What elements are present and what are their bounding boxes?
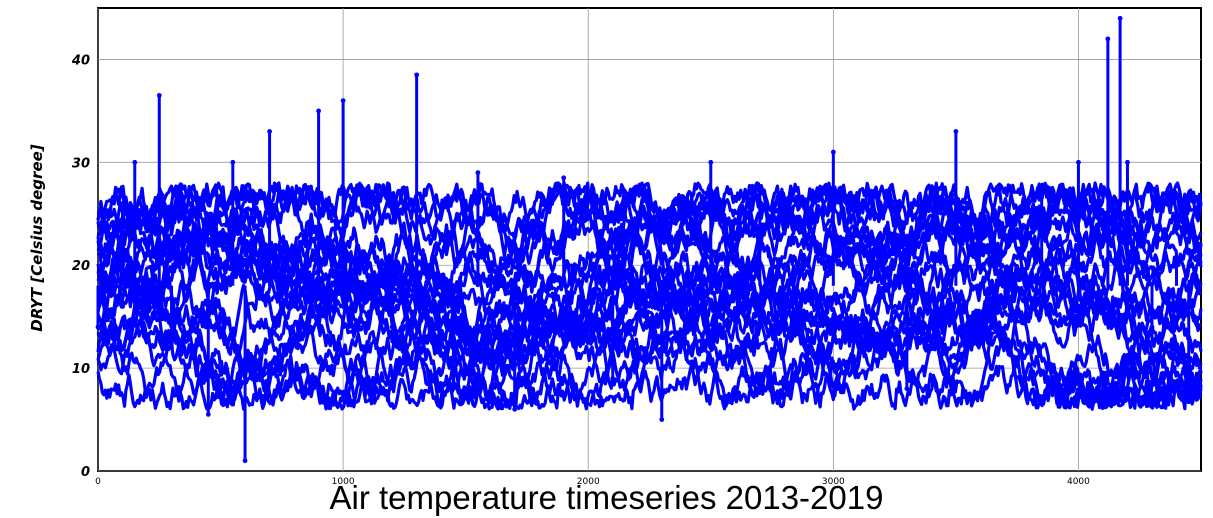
- data-point: [328, 283, 334, 289]
- series-trace: [96, 181, 1203, 399]
- data-point: [610, 376, 616, 381]
- data-point: [708, 159, 714, 165]
- x-tick-label: 4000: [1067, 477, 1090, 487]
- series-trace: [96, 183, 1203, 411]
- data-point: [634, 293, 640, 299]
- data-point: [1039, 190, 1045, 196]
- data-point: [757, 190, 763, 196]
- data-point: [389, 324, 395, 330]
- data-point: [953, 129, 959, 134]
- data-point: [205, 412, 211, 417]
- data-point: [659, 417, 665, 422]
- x-tick-label: 2000: [577, 477, 600, 487]
- x-axis-ticks: 0 1000 2000 3000 4000: [95, 477, 1090, 487]
- series-lines: [96, 181, 1203, 411]
- data-point: [512, 406, 518, 412]
- data-point: [340, 98, 346, 103]
- data-point: [156, 93, 162, 98]
- data-point: [132, 159, 138, 165]
- data-point: [830, 149, 836, 155]
- data-point: [230, 159, 236, 165]
- x-tick-label: 0: [95, 477, 101, 487]
- data-point: [1105, 36, 1111, 42]
- series-trace: [96, 219, 1202, 411]
- data-point: [95, 324, 101, 330]
- y-axis-ticks: 0 10 20 30 40: [71, 53, 90, 480]
- x-tick-label: 1000: [332, 477, 355, 487]
- y-tick-label: 10: [72, 362, 90, 377]
- data-point: [1174, 262, 1179, 268]
- series-trace: [96, 181, 1203, 411]
- series-trace: [96, 181, 1203, 411]
- data-point: [475, 170, 481, 176]
- data-point: [451, 386, 456, 392]
- data-point: [414, 72, 420, 78]
- y-tick-label: 30: [72, 156, 90, 171]
- data-point: [1117, 15, 1123, 21]
- y-axis-label: DRYT [Celsius degree]: [28, 144, 46, 331]
- series-trace: [96, 228, 1202, 411]
- data-point: [267, 129, 272, 134]
- data-point: [1186, 355, 1192, 361]
- data-point: [316, 108, 321, 114]
- x-tick-label: 3000: [822, 477, 845, 487]
- data-point: [794, 314, 799, 320]
- data-point: [242, 458, 248, 464]
- data-point: [1125, 159, 1130, 165]
- series-trace: [96, 246, 1203, 411]
- data-point: [120, 201, 125, 206]
- y-tick-label: 0: [81, 465, 90, 480]
- series-trace: [96, 184, 1203, 390]
- data-points: [95, 15, 1192, 464]
- series-trace: [96, 181, 1203, 359]
- data-point: [1002, 303, 1008, 309]
- data-point: [1149, 324, 1155, 330]
- data-point: [904, 386, 910, 392]
- data-point: [169, 345, 174, 350]
- chart-title: Air temperature timeseries 2013-2019: [329, 479, 884, 516]
- data-point: [561, 175, 567, 181]
- y-tick-label: 20: [72, 259, 90, 274]
- y-tick-label: 40: [71, 53, 90, 68]
- data-point: [1076, 159, 1081, 165]
